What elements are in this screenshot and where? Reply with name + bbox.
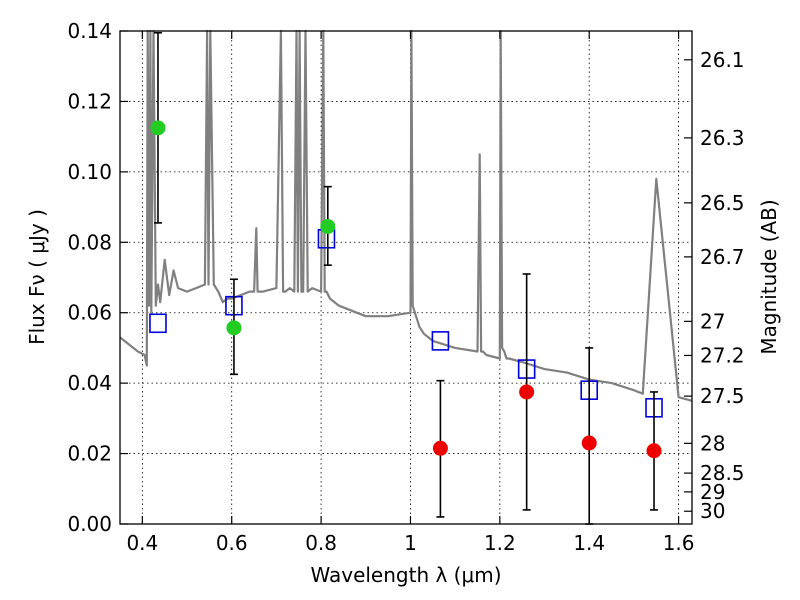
non-detection-point xyxy=(433,441,448,456)
right-tick-label: 30 xyxy=(700,499,725,523)
non-detection-point xyxy=(647,443,662,458)
detection-point xyxy=(226,320,241,335)
y-tick-label: 0.08 xyxy=(67,230,112,254)
x-tick-label: 1.4 xyxy=(573,531,605,555)
y-tick-label: 0.12 xyxy=(67,89,112,113)
right-tick-label: 27.5 xyxy=(700,384,745,408)
x-tick-label: 0.4 xyxy=(126,531,158,555)
y-axis-label: Flux Fν ( μJy ) xyxy=(25,209,49,345)
y-axis: 0.00 0.02 0.04 0.06 0.08 0.10 0.12 0.14 xyxy=(67,19,128,536)
right-tick-label: 26.1 xyxy=(700,48,745,72)
y-axis-right-label: Magnitude (AB) xyxy=(757,199,781,354)
x-tick-label: 0.8 xyxy=(305,531,337,555)
y-tick-label: 0.00 xyxy=(67,512,112,536)
chart: 0.4 0.6 0.8 1 1.2 1.4 1.6 0.00 0.02 0.04 0.06 0.08… xyxy=(0,0,800,600)
non-detection-point xyxy=(582,436,597,451)
y-tick-label: 0.06 xyxy=(67,301,112,325)
detection-point xyxy=(320,219,335,234)
right-tick-label: 27.2 xyxy=(700,343,745,367)
x-tick-label: 0.6 xyxy=(216,531,248,555)
non-detection-point xyxy=(519,384,534,399)
x-axis-label: Wavelength λ (μm) xyxy=(310,563,501,587)
detection-point xyxy=(150,120,165,135)
y-tick-label: 0.14 xyxy=(67,19,112,43)
y-tick-label: 0.04 xyxy=(67,371,112,395)
right-tick-label: 26.7 xyxy=(700,245,745,269)
right-tick-label: 27 xyxy=(700,309,725,333)
x-tick-label: 1 xyxy=(404,531,417,555)
right-tick-label: 28 xyxy=(700,431,725,455)
right-tick-label: 26.5 xyxy=(700,191,745,215)
x-tick-label: 1.6 xyxy=(663,531,695,555)
x-tick-label: 1.2 xyxy=(484,531,516,555)
y-tick-label: 0.10 xyxy=(67,160,112,184)
y-tick-label: 0.02 xyxy=(67,442,112,466)
right-tick-label: 26.3 xyxy=(700,126,745,150)
